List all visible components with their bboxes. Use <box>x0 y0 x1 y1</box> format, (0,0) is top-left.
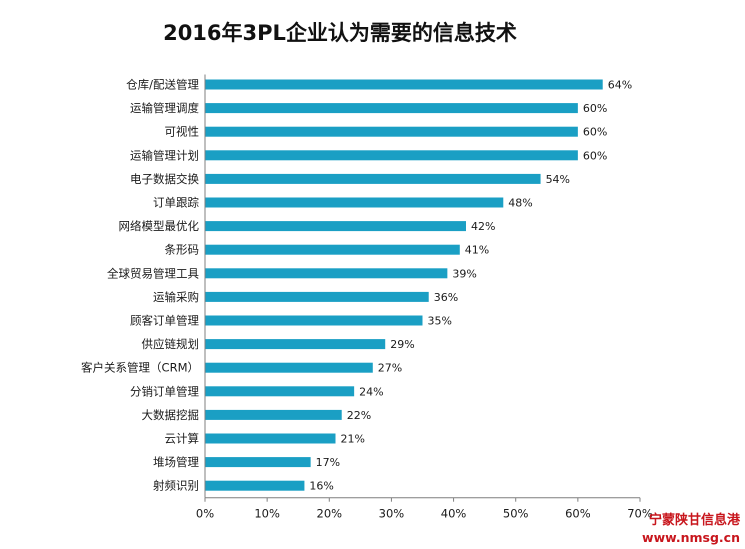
category-label: 射频识别 <box>153 479 199 493</box>
category-label: 顾客订单管理 <box>130 314 199 328</box>
value-label: 60% <box>583 102 607 115</box>
x-tick-label: 40% <box>441 507 467 521</box>
category-label: 全球贸易管理工具 <box>107 266 199 280</box>
value-label: 17% <box>316 456 340 469</box>
bar <box>205 457 311 468</box>
value-label: 60% <box>583 126 607 139</box>
category-label: 大数据挖掘 <box>142 408 200 422</box>
value-label: 27% <box>378 362 402 375</box>
watermark-line2: www.nmsg.cn <box>642 530 740 545</box>
value-label: 48% <box>508 197 532 210</box>
chart-title: 2016年3PL企业认为需要的信息技术 <box>163 21 517 45</box>
bars-layer <box>205 79 603 491</box>
value-label: 35% <box>428 315 452 328</box>
x-tick-label: 60% <box>565 507 591 521</box>
bar <box>205 339 386 350</box>
x-tick-label: 50% <box>503 507 529 521</box>
value-label: 16% <box>309 480 333 493</box>
bar <box>205 433 336 444</box>
bar <box>205 362 373 373</box>
value-label: 21% <box>341 433 365 446</box>
category-label: 仓库/配送管理 <box>126 78 199 92</box>
bar <box>205 480 305 491</box>
x-tick-label: 0% <box>196 507 214 521</box>
bar <box>205 103 578 114</box>
bar <box>205 150 578 161</box>
category-label: 电子数据交换 <box>130 172 199 186</box>
category-label: 条形码 <box>165 243 200 257</box>
x-tick-label: 30% <box>379 507 405 521</box>
value-labels: 64%60%60%60%54%48%42%41%39%36%35%29%27%2… <box>309 79 632 493</box>
x-tick-label: 70% <box>627 507 653 521</box>
bar <box>205 386 355 397</box>
value-label: 36% <box>434 291 458 304</box>
category-label: 供应链规划 <box>142 337 200 351</box>
category-label: 订单跟踪 <box>153 196 199 210</box>
category-label: 分销订单管理 <box>130 384 199 398</box>
category-label: 网络模型最优化 <box>119 219 200 233</box>
bar <box>205 197 504 208</box>
value-label: 29% <box>390 338 414 351</box>
x-tick-label: 20% <box>317 507 343 521</box>
watermark-line1: 宁蒙陕甘信息港 <box>649 512 741 528</box>
watermark: 宁蒙陕甘信息港 www.nmsg.cn <box>642 512 741 545</box>
value-label: 60% <box>583 149 607 162</box>
bar <box>205 126 578 137</box>
bar <box>205 315 423 326</box>
category-label: 客户关系管理（CRM） <box>81 361 199 375</box>
category-label: 堆场管理 <box>153 455 199 469</box>
category-label: 云计算 <box>165 432 200 446</box>
x-axis-ticks: 0% 10% 20% 30% 40% 50% 60% 70% <box>196 497 653 521</box>
x-tick-label: 10% <box>254 507 280 521</box>
value-label: 42% <box>471 220 495 233</box>
value-label: 64% <box>608 79 632 92</box>
value-label: 54% <box>546 173 570 186</box>
bar <box>205 244 460 255</box>
bar <box>205 173 541 184</box>
category-labels: 仓库/配送管理运输管理调度可视性运输管理计划电子数据交换订单跟踪网络模型最优化条… <box>81 78 199 493</box>
bar <box>205 291 429 302</box>
value-label: 22% <box>347 409 371 422</box>
value-label: 41% <box>465 244 489 257</box>
category-label: 可视性 <box>165 125 200 139</box>
bar <box>205 79 603 90</box>
bar <box>205 409 342 420</box>
category-label: 运输采购 <box>153 290 199 304</box>
value-label: 39% <box>452 267 476 280</box>
category-label: 运输管理计划 <box>130 148 199 162</box>
bar <box>205 221 466 232</box>
value-label: 24% <box>359 385 383 398</box>
bar <box>205 268 448 279</box>
category-label: 运输管理调度 <box>130 101 199 115</box>
